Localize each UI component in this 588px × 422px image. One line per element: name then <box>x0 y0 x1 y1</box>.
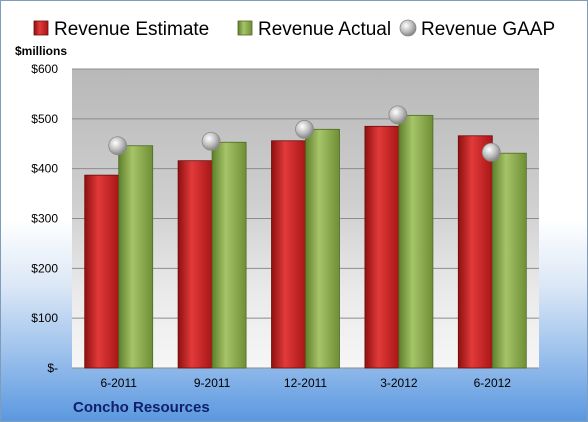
y-tick-label: $200 <box>31 261 58 275</box>
gaap-marker-3-2012 <box>388 105 408 125</box>
estimate-bar-6-2012 <box>457 135 493 369</box>
gaap-marker-6-2011 <box>108 136 128 156</box>
gaap-markers <box>108 105 501 162</box>
y-tick-label: $100 <box>31 311 58 325</box>
legend: Revenue Estimate Revenue Actual Revenue GA… <box>33 19 555 40</box>
legend-swatch-actual <box>237 20 253 36</box>
estimate-bar-12-2011 <box>271 140 306 369</box>
gaap-marker-6-2012 <box>481 142 501 162</box>
actual-bar-3-2012 <box>398 114 434 369</box>
estimate-bar-9-2011 <box>177 160 213 369</box>
legend-swatch-gaap <box>399 19 417 37</box>
legend-swatch-estimate <box>33 20 49 36</box>
legend-label: Revenue Actual <box>258 19 391 40</box>
y-tick-label: $- <box>47 361 58 375</box>
x-axis: 6-2011 9-2011 12-2011 3-2012 6-2012 <box>100 376 511 390</box>
x-tick-label: 6-2011 <box>100 376 137 390</box>
y-tick-label: $500 <box>31 112 58 126</box>
unit-label: $millions <box>15 44 67 58</box>
actual-bar-12-2011 <box>305 128 340 369</box>
actual-bar-6-2012 <box>491 152 527 369</box>
actual-bar-6-2011 <box>118 145 154 369</box>
y-axis: $- $100 $200 $300 $400 $500 $600 <box>31 62 58 375</box>
estimate-bar-3-2012 <box>364 125 400 369</box>
x-tick-label: 3-2012 <box>380 376 418 390</box>
y-tick-label: $300 <box>31 212 58 226</box>
legend-label: Revenue Estimate <box>54 19 209 40</box>
x-tick-label: 12-2011 <box>284 376 327 390</box>
legend-label: Revenue GAAP <box>421 19 555 40</box>
x-tick-label: 6-2012 <box>474 376 512 390</box>
company-name: Concho Resources <box>73 399 210 416</box>
estimate-bar-6-2011 <box>84 174 120 369</box>
gaap-marker-9-2011 <box>201 131 221 151</box>
y-tick-label: $600 <box>31 62 58 76</box>
x-tick-label: 9-2011 <box>194 376 231 390</box>
bars <box>84 114 527 369</box>
gaap-marker-12-2011 <box>295 119 314 139</box>
y-tick-label: $400 <box>31 162 58 176</box>
actual-bar-9-2011 <box>211 141 247 369</box>
